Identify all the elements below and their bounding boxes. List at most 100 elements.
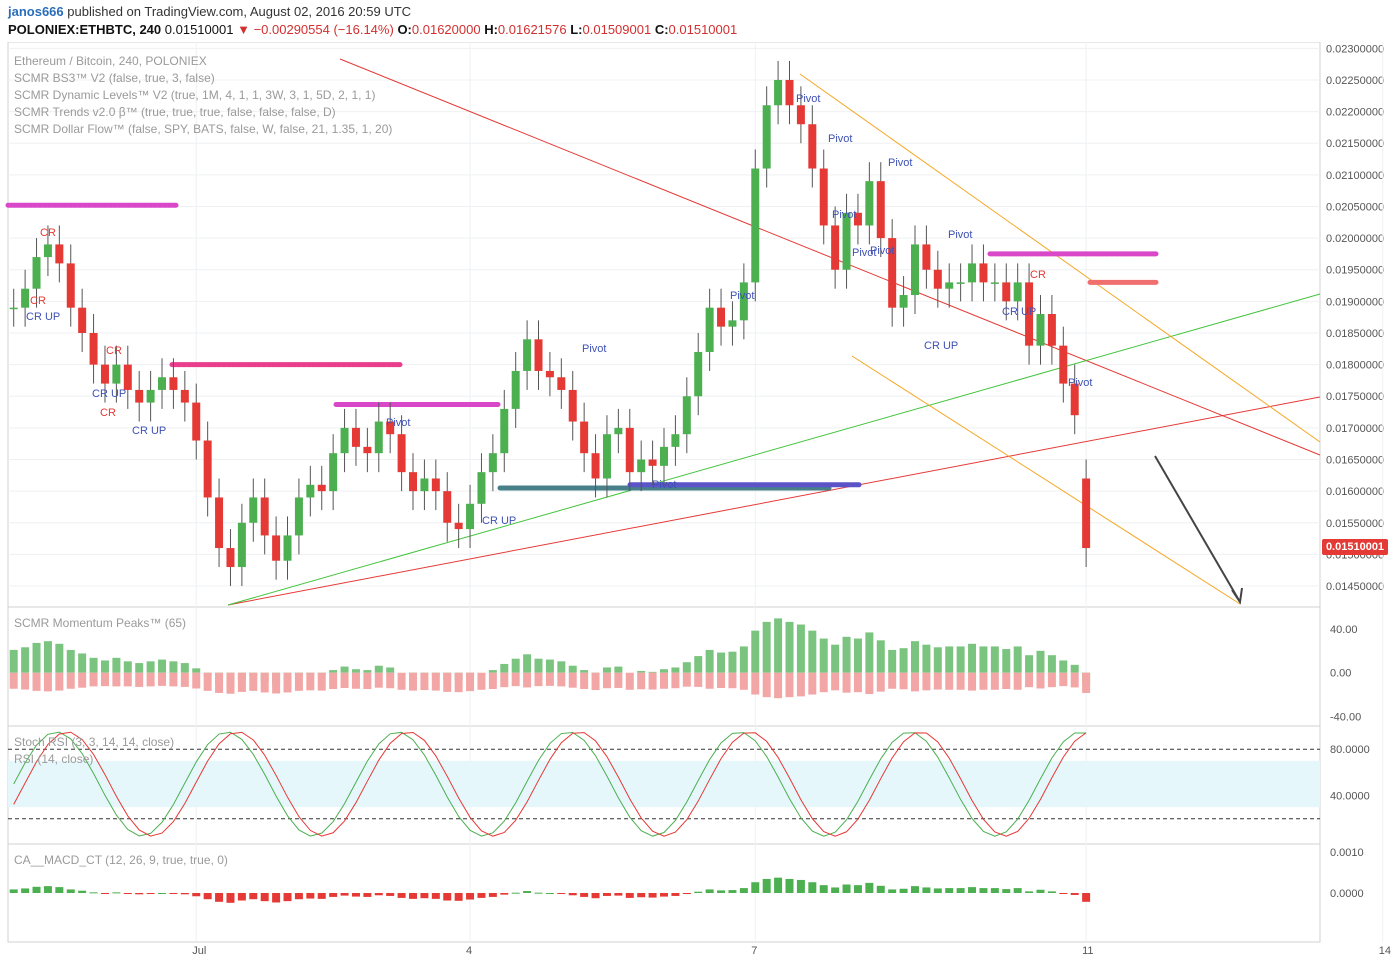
macd-histogram-bar [922,887,931,893]
time-tick-label: 7 [751,945,757,957]
momentum-bar-negative [135,672,144,687]
momentum-bar-positive [922,644,931,673]
candle-body [591,453,600,479]
candle-body [796,105,805,125]
momentum-bar-negative [329,672,338,690]
macd-histogram-bar [1070,893,1079,895]
cr-up-label: CR UP [482,515,516,527]
price-tick-label: 0.02050000 [1326,201,1384,213]
candle-body [363,446,372,454]
momentum-bar-positive [374,665,383,673]
candle-body [1036,314,1045,346]
candle-body [169,377,178,390]
candle-body [466,503,475,530]
pivot-label: Pivot [652,479,676,491]
momentum-bar-negative [751,672,760,695]
macd-histogram-bar [66,889,75,893]
momentum-bar-negative [694,672,703,687]
author-link[interactable]: janos666 [8,4,64,19]
macd-histogram-bar [500,893,509,895]
candle-body [409,472,418,492]
macd-histogram-bar [1059,893,1068,894]
momentum-bar-negative [945,672,954,690]
macd-histogram-bar [602,893,611,896]
macd-histogram-bar [762,878,771,893]
macd-histogram-bar [739,888,748,893]
momentum-bar-negative [477,672,486,690]
low-value: 0.01509001 [582,22,652,37]
momentum-bar-negative [637,672,646,690]
macd-histogram-bar [260,893,269,902]
momentum-bar-negative [580,672,589,690]
macd-histogram-bar [945,888,954,893]
candle-body [1059,345,1068,384]
momentum-bar-positive [990,646,999,673]
price-tick-label: 0.01950000 [1326,265,1384,277]
cr-up-label: CR UP [92,388,126,400]
candle-body [968,263,977,283]
publish-line: janos666 published on TradingView.com, A… [8,4,411,19]
momentum-bar-positive [705,649,714,673]
momentum-bar-positive [876,640,885,673]
momentum-bar-positive [534,658,543,673]
momentum-bar-positive [1047,655,1056,673]
macd-histogram-bar [272,893,281,903]
candle-body [192,402,201,441]
candle-body [625,427,634,473]
macd-histogram-bar [55,887,64,893]
chart-frame [7,42,1321,943]
momentum-bar-positive [169,661,178,673]
macd-histogram-bar [43,886,52,893]
momentum-bar-positive [500,663,509,673]
momentum-bar-positive [135,663,144,673]
candle-body [386,421,395,435]
momentum-bar-positive [1036,650,1045,673]
macd-histogram-bar [956,888,965,893]
momentum-bar-negative [78,672,87,688]
momentum-bar-positive [853,638,862,673]
momentum-bar-negative [591,672,600,691]
momentum-bar-positive [979,646,988,673]
price-chart[interactable]: 0.02300000 0.02250000 0.02200000 0.02150000… [0,42,1396,969]
momentum-bar-positive [796,624,805,673]
momentum-bar-positive [100,660,109,673]
trendline-orange-lower [851,355,1241,605]
candle-body [1002,282,1011,302]
macd-histogram-bar [682,893,691,894]
candle-body [1025,282,1034,346]
time-tick-label: 14 [1379,945,1391,957]
momentum-bar-negative [865,672,874,695]
macd-histogram-bar [853,885,862,893]
momentum-bar-negative [1059,672,1068,687]
momentum-bar-positive [865,632,874,673]
momentum-bar-positive [55,643,64,673]
momentum-bar-positive [192,668,201,673]
momentum-bar-positive [329,670,338,673]
momentum-bar-positive [89,657,98,673]
momentum-bar-positive [511,658,520,673]
momentum-bar-negative [215,672,224,693]
macd-histogram-bar [237,893,246,901]
symbol-name[interactable]: POLONIEX:ETHBTC, 240 [8,22,162,37]
candle-body [774,79,783,106]
momentum-bar-positive [808,630,817,673]
momentum-bar-positive [717,652,726,673]
macd-histogram-bar [637,893,646,898]
candle-body [420,478,429,492]
macd-histogram-bar [534,892,543,894]
momentum-bar-negative [523,672,532,688]
main-legend-4: SCMR Dollar Flow™ (false, SPY, BATS, fal… [14,122,393,136]
momentum-bar-positive [602,667,611,673]
candle-body [55,244,64,264]
macd-histogram-bar [968,887,977,893]
price-tick-label: 0.01900000 [1326,296,1384,308]
momentum-bar-positive [363,670,372,673]
momentum-bar-positive [580,670,589,673]
momentum-bar-negative [796,672,805,697]
macd-histogram-bar [728,890,737,893]
main-legend-0: Ethereum / Bitcoin, 240, POLONIEX [14,54,207,68]
momentum-bar-positive [123,661,132,673]
stoch-tick-label: 40.0000 [1330,791,1370,803]
macd-histogram-bar [374,893,383,896]
candle-body [43,244,52,258]
